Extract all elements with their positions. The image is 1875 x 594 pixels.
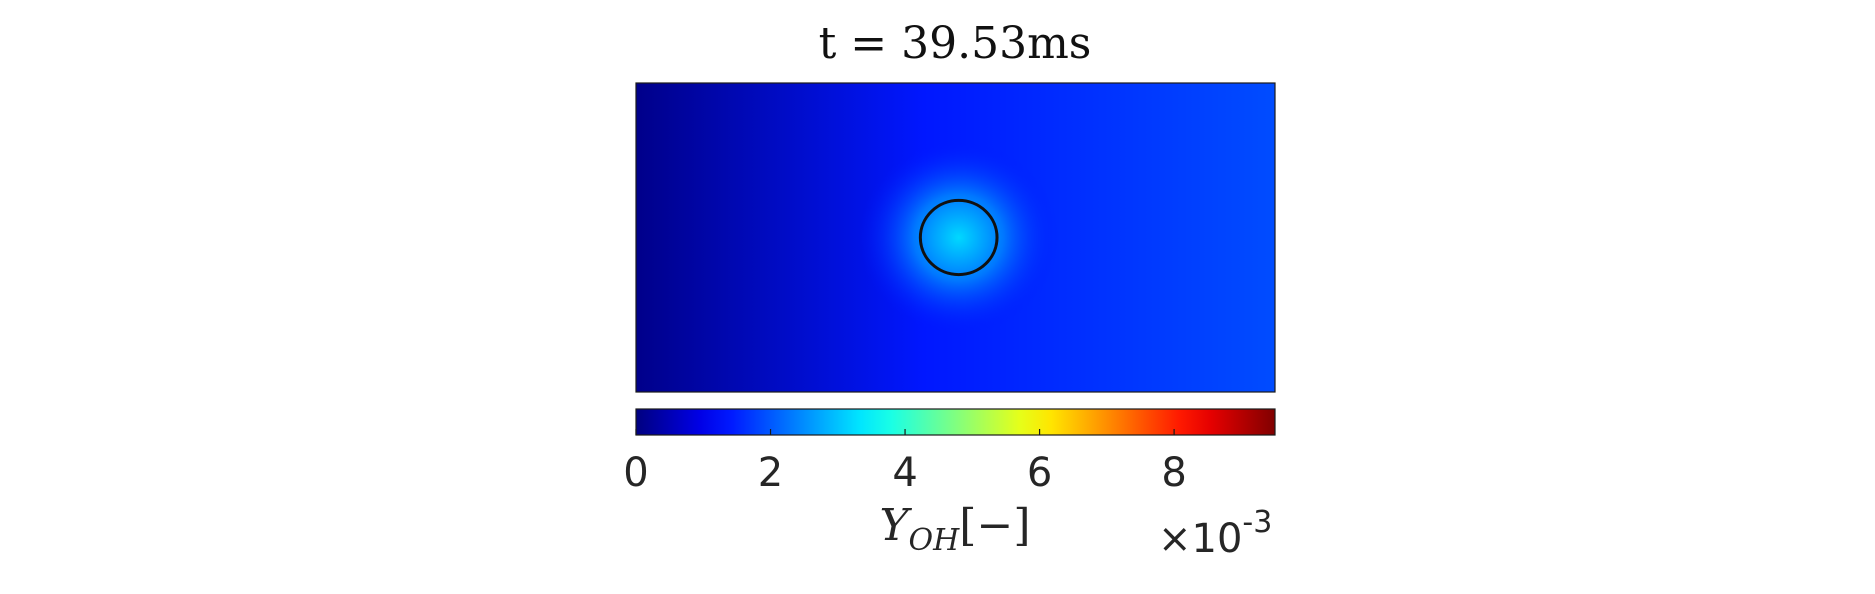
colorbar-tick-label: 4: [892, 450, 917, 496]
circle-outline: [918, 198, 999, 277]
colorbar-label-sub: OH: [909, 523, 961, 558]
colorbar-tick-label: 2: [758, 450, 783, 496]
field-frame: [635, 82, 1276, 393]
colorbar-exponent: ×10-3: [1158, 505, 1272, 562]
colorbar: 0 2 4 6 8 YOH[−] ×10-3: [623, 408, 1276, 562]
colorbar-exponent-power: -3: [1242, 505, 1272, 540]
colorbar-label-units: [−]: [959, 500, 1030, 551]
colorbar-gradient: [636, 409, 1275, 435]
colorbar-label-main: Y: [879, 500, 912, 551]
field-plot: [636, 83, 1275, 392]
colorbar-tick-label: 6: [1027, 450, 1052, 496]
colorbar-tick-labels: 0 2 4 6 8: [623, 450, 1187, 496]
chart-title: t = 39.53ms: [819, 18, 1092, 69]
colorbar-frame: [635, 408, 1276, 436]
circle-glow: [859, 141, 1059, 334]
colorbar-tick-label: 0: [623, 450, 648, 496]
colorbar-tick-label: 8: [1161, 450, 1186, 496]
colorbar-exponent-prefix: ×10: [1158, 516, 1242, 562]
colorbar-label: YOH[−]: [879, 500, 1030, 558]
